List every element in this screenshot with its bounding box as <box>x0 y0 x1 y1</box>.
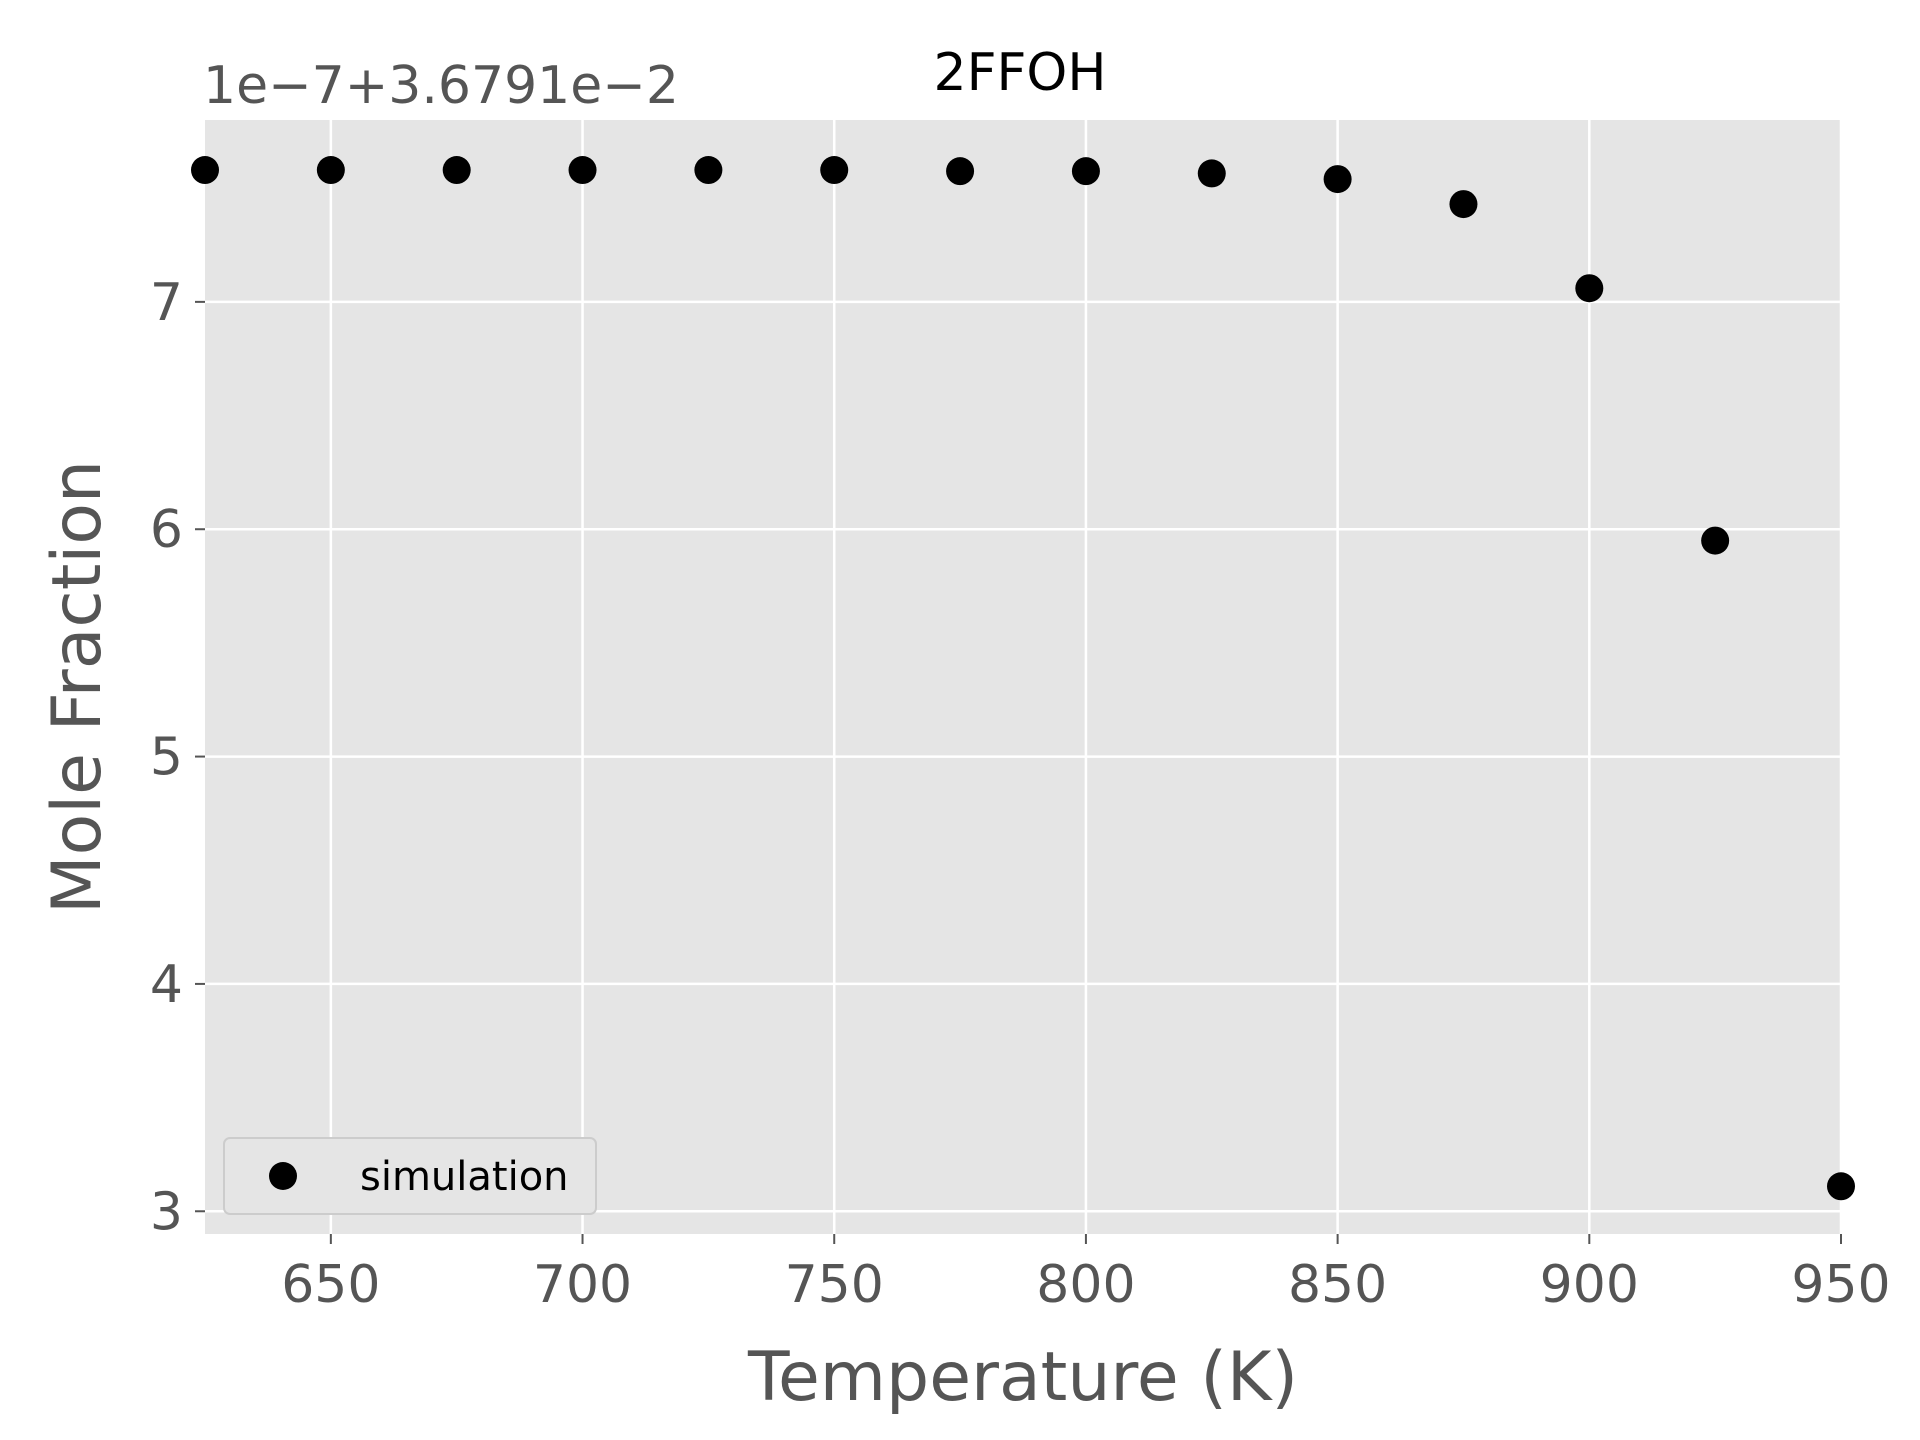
y-tick-label: 4 <box>150 955 183 1015</box>
y-axis-label: Mole Fraction <box>38 460 117 914</box>
data-point <box>316 156 345 185</box>
data-point <box>694 156 723 185</box>
legend-box <box>223 1137 597 1215</box>
data-point <box>1449 190 1478 219</box>
x-tick-label: 650 <box>281 1255 380 1315</box>
chart-title: 2FFOH <box>934 43 1107 103</box>
x-tick-label: 850 <box>1288 1255 1387 1315</box>
x-tick-label: 700 <box>533 1255 632 1315</box>
legend: simulation <box>223 1137 597 1215</box>
x-tick-label: 900 <box>1540 1255 1639 1315</box>
data-point <box>820 156 849 185</box>
data-point <box>568 156 597 185</box>
data-point <box>946 157 975 186</box>
data-point <box>1197 159 1226 188</box>
data-point <box>442 156 471 185</box>
x-tick-label: 750 <box>785 1255 884 1315</box>
legend-label: simulation <box>360 1154 569 1200</box>
x-axis-label: Temperature (K) <box>747 1338 1298 1417</box>
x-tick-label: 800 <box>1036 1255 1135 1315</box>
y-tick-label: 7 <box>150 273 183 333</box>
y-axis-offset-label: 1e−7+3.6791e−2 <box>203 56 679 116</box>
y-tick-label: 5 <box>150 728 183 788</box>
data-point <box>1575 274 1604 303</box>
data-point <box>1071 157 1100 186</box>
y-tick-label: 3 <box>150 1182 183 1242</box>
data-point <box>1701 526 1730 555</box>
data-point <box>191 156 219 185</box>
x-tick-label: 950 <box>1791 1255 1890 1315</box>
data-point <box>1827 1172 1855 1201</box>
y-tick-label: 6 <box>150 500 183 560</box>
data-point <box>1323 165 1352 194</box>
data-points <box>191 156 1855 1201</box>
axis-ticks: 650 700 750 800 850 900 950 3 4 5 6 7 <box>150 273 1891 1315</box>
plot-area <box>205 120 1841 1234</box>
legend-marker <box>269 1162 297 1190</box>
